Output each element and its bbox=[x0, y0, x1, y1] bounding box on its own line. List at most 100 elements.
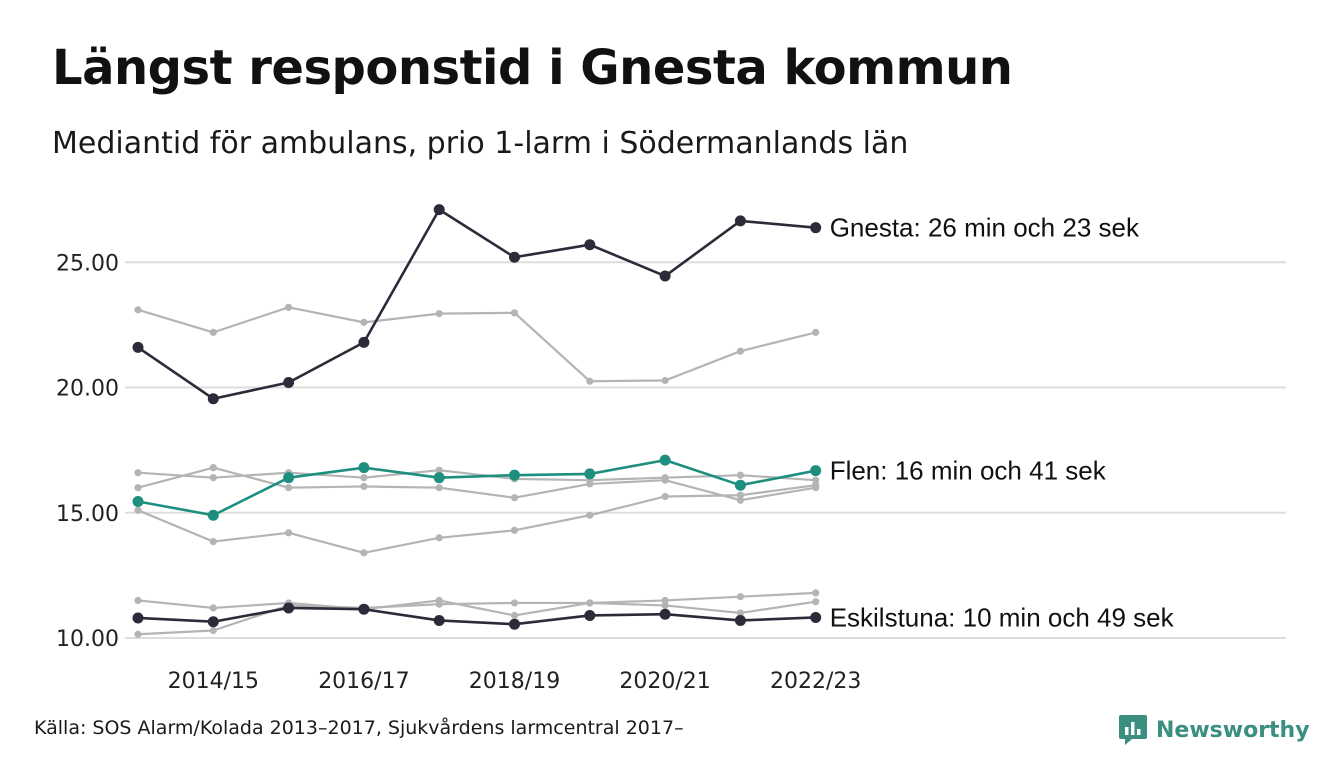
data-point bbox=[509, 618, 520, 630]
data-point bbox=[812, 589, 820, 597]
data-point bbox=[283, 376, 295, 388]
data-point bbox=[134, 630, 142, 638]
series-line bbox=[137, 306, 816, 383]
series-line bbox=[137, 606, 816, 626]
data-point bbox=[661, 376, 669, 385]
series-line bbox=[137, 484, 816, 554]
series-background bbox=[134, 589, 820, 638]
series-eskilstuna bbox=[132, 602, 822, 630]
series-background bbox=[134, 303, 820, 385]
data-point bbox=[734, 479, 746, 491]
data-point bbox=[283, 472, 295, 484]
data-point bbox=[586, 599, 594, 607]
series-line bbox=[137, 208, 816, 401]
data-point bbox=[510, 309, 519, 317]
series-line bbox=[137, 599, 816, 617]
data-point bbox=[134, 484, 142, 492]
data-point bbox=[734, 215, 746, 227]
data-point bbox=[360, 318, 368, 326]
newsworthy-logo-text: Newsworthy bbox=[1156, 717, 1310, 743]
series-label: Eskilstuna: 10 min och 49 sek bbox=[830, 602, 1175, 632]
data-point bbox=[209, 328, 217, 336]
data-point bbox=[509, 251, 520, 263]
data-point bbox=[810, 611, 822, 623]
data-point bbox=[360, 474, 368, 482]
background-series bbox=[134, 303, 820, 638]
data-point bbox=[285, 303, 293, 311]
data-point bbox=[812, 328, 820, 336]
data-point bbox=[812, 481, 820, 489]
data-point bbox=[586, 480, 594, 488]
data-point bbox=[510, 494, 519, 502]
data-point bbox=[360, 549, 368, 557]
data-point bbox=[736, 609, 745, 617]
data-point bbox=[358, 462, 370, 474]
x-tick-label: 2020/21 bbox=[619, 669, 710, 694]
series-background bbox=[134, 596, 820, 620]
newsworthy-logo[interactable]: Newsworthy bbox=[1118, 712, 1310, 748]
data-point bbox=[659, 270, 671, 282]
data-point bbox=[132, 612, 144, 624]
data-point bbox=[734, 614, 746, 626]
data-point bbox=[584, 609, 596, 621]
series-line bbox=[137, 458, 816, 517]
chart-subtitle: Mediantid för ambulans, prio 1-larm i Sö… bbox=[52, 126, 909, 161]
data-point bbox=[435, 534, 443, 542]
newsworthy-logo-icon bbox=[1119, 715, 1147, 745]
series-background bbox=[134, 481, 820, 557]
data-point bbox=[358, 603, 370, 615]
data-point bbox=[435, 466, 443, 474]
data-point bbox=[510, 611, 519, 620]
data-point bbox=[736, 347, 745, 355]
data-point bbox=[584, 239, 596, 251]
data-point bbox=[435, 600, 443, 608]
data-point bbox=[134, 596, 142, 605]
data-point bbox=[209, 464, 217, 472]
data-point bbox=[132, 341, 144, 353]
series-labels: Gnesta: 26 min och 23 sek Flen: 16 min oc… bbox=[830, 213, 1175, 633]
x-tick-label: 2022/23 bbox=[770, 669, 861, 694]
data-point bbox=[132, 495, 144, 507]
y-axis-ticks: 10.00 15.00 20.00 25.00 bbox=[56, 251, 119, 652]
data-point bbox=[661, 492, 669, 501]
data-point bbox=[209, 626, 217, 635]
data-point bbox=[810, 222, 822, 234]
data-point bbox=[134, 506, 142, 514]
x-axis-ticks: 2014/15 2016/17 2018/19 2020/21 2022/23 bbox=[168, 669, 862, 694]
data-point bbox=[358, 336, 370, 348]
y-tick-label: 25.00 bbox=[56, 251, 119, 276]
data-point bbox=[285, 529, 293, 537]
series-label: Flen: 16 min och 41 sek bbox=[830, 456, 1107, 486]
data-point bbox=[207, 509, 219, 521]
data-point bbox=[209, 474, 217, 482]
data-point bbox=[435, 484, 443, 492]
data-point bbox=[207, 616, 219, 628]
source-note: Källa: SOS Alarm/Kolada 2013–2017, Sjukv… bbox=[34, 717, 684, 739]
x-tick-label: 2016/17 bbox=[318, 669, 409, 694]
data-point bbox=[510, 599, 519, 607]
data-point bbox=[812, 598, 820, 606]
data-point bbox=[659, 454, 671, 466]
data-point bbox=[661, 596, 669, 605]
series-line bbox=[137, 466, 816, 502]
data-point bbox=[509, 469, 520, 481]
data-point bbox=[812, 476, 820, 484]
grid-layer bbox=[125, 261, 1286, 639]
series-line bbox=[137, 591, 816, 636]
x-tick-label: 2014/15 bbox=[168, 669, 259, 694]
y-tick-label: 10.00 bbox=[56, 627, 119, 652]
data-point bbox=[736, 496, 745, 504]
y-tick-label: 20.00 bbox=[56, 377, 119, 402]
data-point bbox=[209, 604, 217, 612]
data-point bbox=[433, 204, 445, 216]
data-point bbox=[433, 472, 445, 484]
series-label: Gnesta: 26 min och 23 sek bbox=[830, 213, 1140, 243]
data-point bbox=[134, 469, 142, 477]
data-point bbox=[207, 393, 219, 405]
data-point bbox=[586, 511, 594, 519]
chart-title: Längst responstid i Gnesta kommun bbox=[52, 40, 1013, 96]
data-point bbox=[586, 377, 594, 385]
data-point bbox=[659, 608, 671, 620]
data-point bbox=[810, 465, 822, 477]
data-point bbox=[360, 482, 368, 491]
